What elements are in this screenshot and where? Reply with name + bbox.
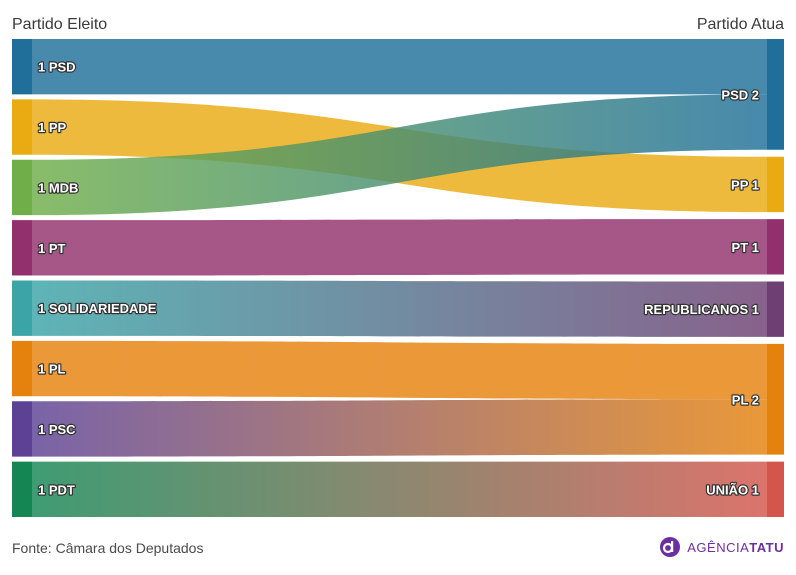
logo-prefix: AGÊNCIA xyxy=(687,539,750,555)
source-label-pl: 1 PL xyxy=(38,362,66,377)
source-node-solidariedade[interactable] xyxy=(12,280,32,336)
source-label-psd: 1 PSD xyxy=(38,60,76,75)
source-label-pt: 1 PT xyxy=(38,241,66,256)
target-node-uniao[interactable] xyxy=(767,461,784,517)
source-node-mdb[interactable] xyxy=(12,159,32,216)
source-node-pp[interactable] xyxy=(12,99,32,155)
links-layer xyxy=(32,39,767,517)
source-node-psc[interactable] xyxy=(12,401,32,457)
link-psd-to-psd[interactable] xyxy=(32,39,767,95)
source-label-pp: 1 PP xyxy=(38,120,67,135)
link-mdb-to-psd[interactable] xyxy=(32,94,767,216)
agencia-tatu-logo[interactable]: AGÊNCIATATU xyxy=(659,536,784,558)
target-label-uniao: UNIÃO 1 xyxy=(706,482,759,497)
source-node-psd[interactable] xyxy=(12,39,32,95)
target-label-pl: PL 2 xyxy=(732,392,759,407)
nodes-layer xyxy=(12,39,784,517)
source-label-solidariedade: 1 SOLIDARIEDADE xyxy=(38,301,157,316)
logo-text: AGÊNCIATATU xyxy=(687,540,784,555)
logo-suffix: TATU xyxy=(749,539,784,555)
target-label-pt: PT 1 xyxy=(732,240,759,255)
link-pdt-to-uniao[interactable] xyxy=(32,461,767,517)
source-node-pdt[interactable] xyxy=(12,461,32,517)
sankey-chart: 1 PSD 1 PP 1 MDB 1 PT 1 SOLIDARIEDADE 1 PL 1 P… xyxy=(12,39,784,517)
source-label-pdt: 1 PDT xyxy=(38,482,75,497)
left-axis-title: Partido Eleito xyxy=(12,16,108,33)
target-node-republicanos[interactable] xyxy=(767,281,784,337)
target-label-republicanos: REPUBLICANOS 1 xyxy=(644,302,759,317)
link-solidariedade-to-republicanos[interactable] xyxy=(32,280,767,337)
link-psc-to-pl[interactable] xyxy=(32,399,767,457)
target-node-pl[interactable] xyxy=(767,343,784,455)
target-node-pp[interactable] xyxy=(767,156,784,213)
source-label-psc: 1 PSC xyxy=(38,422,76,437)
source-label-mdb: 1 MDB xyxy=(38,180,78,195)
link-pt-to-pt[interactable] xyxy=(32,219,767,276)
target-label-pp: PP 1 xyxy=(731,177,759,192)
tatu-logo-icon xyxy=(660,537,681,557)
source-note: Fonte: Câmara dos Deputados xyxy=(12,540,204,556)
link-pl-to-pl[interactable] xyxy=(32,340,767,400)
target-node-psd[interactable] xyxy=(767,39,784,150)
labels-layer: 1 PSD 1 PP 1 MDB 1 PT 1 SOLIDARIEDADE 1 PL 1 P… xyxy=(37,58,760,498)
target-label-psd: PSD 2 xyxy=(721,87,759,102)
source-node-pl[interactable] xyxy=(12,340,32,397)
source-node-pt[interactable] xyxy=(12,220,32,276)
right-axis-title: Partido Atua xyxy=(696,16,784,33)
target-node-pt[interactable] xyxy=(767,219,784,275)
